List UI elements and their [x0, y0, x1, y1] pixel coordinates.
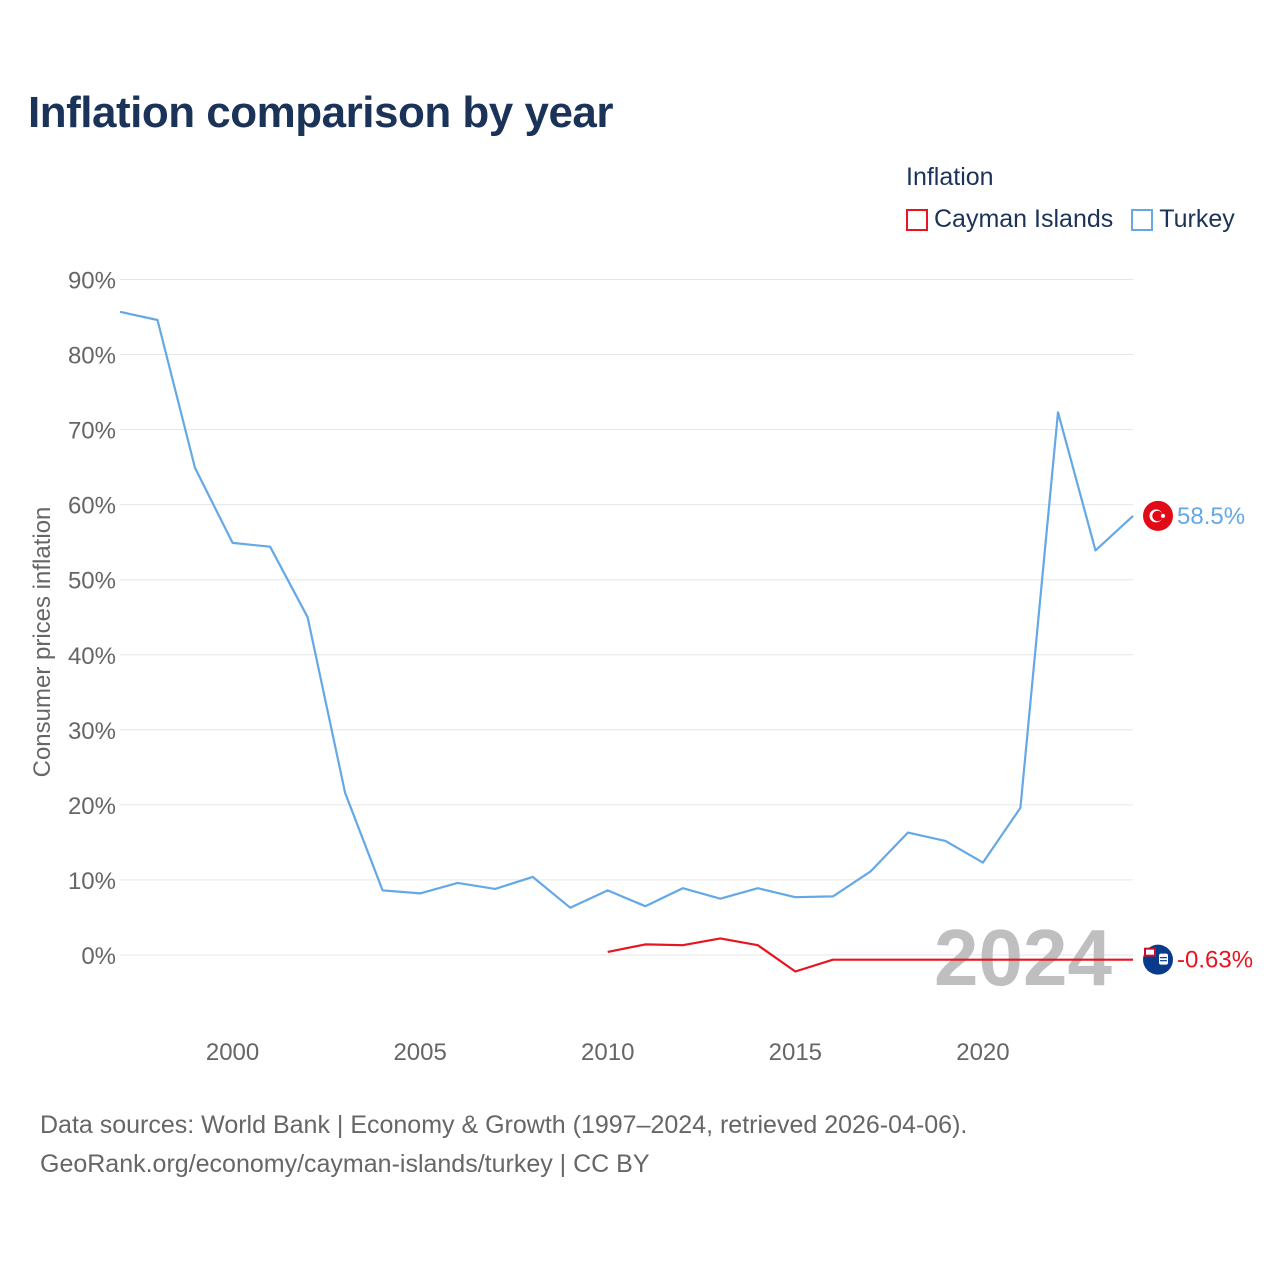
series-lines — [119, 310, 1134, 973]
source-line-2[interactable]: GeoRank.org/economy/cayman-islands/turke… — [40, 1150, 650, 1178]
y-tick-label: 40% — [68, 643, 116, 670]
legend-title: Inflation — [906, 163, 994, 191]
series-line-turkey[interactable] — [119, 310, 1134, 909]
y-tick-label: 0% — [81, 943, 116, 970]
gridlines — [120, 279, 1133, 956]
cayman-islands-flag-icon — [1143, 944, 1173, 975]
chart-title: Inflation comparison by year — [28, 88, 614, 137]
x-tick-label: 2000 — [206, 1039, 259, 1066]
legend: Cayman Islands Turkey — [906, 205, 1235, 234]
end-label-cayman-islands: -0.63% — [1177, 947, 1253, 974]
y-tick-label: 50% — [68, 568, 116, 595]
y-tick-label: 80% — [68, 343, 116, 370]
x-tick-label: 2010 — [581, 1039, 634, 1066]
y-tick-label: 20% — [68, 793, 116, 820]
y-axis-ticks: 0% 10% 20% 30% 40% 50% 60% 70% 80% 90% — [68, 268, 116, 970]
legend-item-cayman-islands[interactable]: Cayman Islands — [906, 205, 1113, 234]
x-axis-ticks: 2000 2005 2010 2015 2020 — [206, 1039, 1010, 1066]
y-tick-label: 30% — [68, 718, 116, 745]
year-watermark: 2024 — [934, 913, 1112, 1002]
turkey-flag-icon — [1143, 500, 1173, 531]
legend-label-turkey: Turkey — [1159, 205, 1235, 233]
y-axis-label: Consumer prices inflation — [29, 507, 56, 778]
source-line-1: Data sources: World Bank | Economy & Gro… — [40, 1111, 968, 1139]
end-label-turkey: 58.5% — [1177, 503, 1245, 530]
y-tick-label: 10% — [68, 868, 116, 895]
x-tick-label: 2005 — [393, 1039, 446, 1066]
legend-swatch-cayman-islands — [906, 208, 928, 231]
series-line-cayman-islands[interactable] — [607, 937, 1133, 973]
legend-item-turkey[interactable]: Turkey — [1131, 205, 1235, 234]
legend-swatch-turkey — [1131, 208, 1154, 231]
y-tick-label: 60% — [68, 493, 116, 520]
y-tick-label: 90% — [68, 268, 116, 295]
data-source-note: Data sources: World Bank | Economy & Gro… — [40, 1106, 967, 1184]
x-tick-label: 2020 — [956, 1039, 1009, 1066]
line-chart: 0%10%20%30%40%50%60%70%80%90% 2000 2005 20… — [29, 268, 1253, 1067]
x-tick-label: 2015 — [769, 1039, 822, 1066]
series-end-labels: 58.5% -0.63% — [1143, 500, 1253, 975]
legend-label-cayman-islands: Cayman Islands — [934, 205, 1114, 233]
y-tick-label: 70% — [68, 418, 116, 445]
